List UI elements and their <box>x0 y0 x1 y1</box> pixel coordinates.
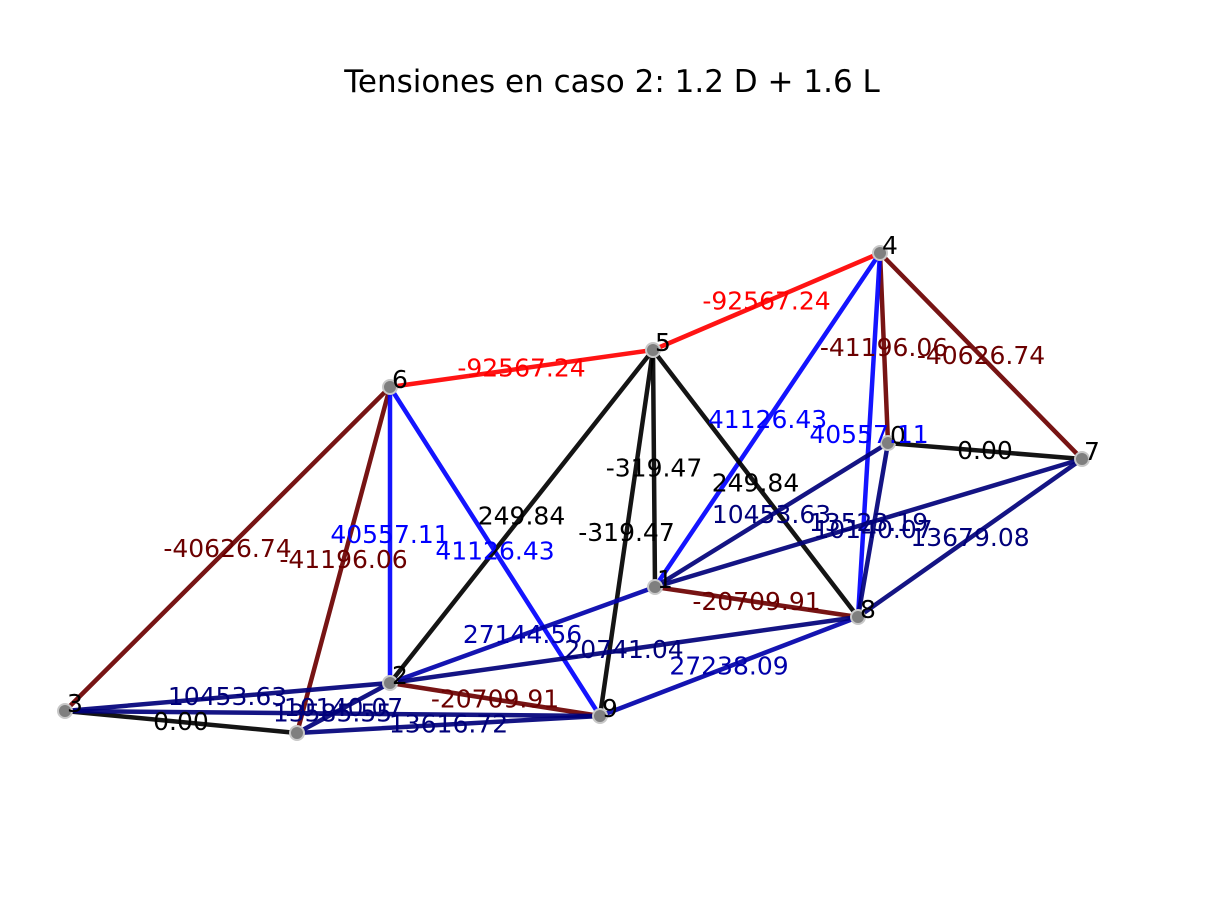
member-3-6 <box>62 384 393 714</box>
member-1-8 <box>652 584 861 620</box>
member-3-10 <box>62 708 300 736</box>
member-2-8 <box>387 614 861 686</box>
node-label-1: 1 <box>657 565 673 594</box>
member-5-4 <box>650 250 883 353</box>
member-5-1 <box>650 347 658 590</box>
member-label-3-6: -40626.74 <box>163 534 291 563</box>
member-4-7 <box>877 250 1085 462</box>
node-1 <box>647 579 663 595</box>
member-label-4-8: 40557.11 <box>809 420 928 449</box>
node-label-5: 5 <box>655 328 671 357</box>
node-label-7: 7 <box>1084 437 1100 466</box>
member-label-1-8: -20709.91 <box>692 587 820 616</box>
node-label-0: 0 <box>890 421 906 450</box>
member-10-9 <box>294 713 603 736</box>
member-label-9-8: 27238.09 <box>669 652 788 681</box>
member-5-9 <box>597 347 656 719</box>
member-labels-layer: -92567.24-92567.24-40626.74-40626.74-411… <box>153 287 1045 739</box>
node-label-8: 8 <box>860 595 876 624</box>
member-6-5 <box>387 347 656 390</box>
node-3 <box>57 703 73 719</box>
node-label-3: 3 <box>67 689 83 718</box>
member-0-7 <box>885 440 1085 462</box>
member-label-8-0: 10140.07 <box>813 515 932 544</box>
node-4 <box>872 245 888 261</box>
member-8-0 <box>855 440 891 620</box>
member-label-5-8: 249.84 <box>712 469 799 498</box>
member-label-1-7: 13523.19 <box>809 508 928 537</box>
member-2-1 <box>387 584 658 686</box>
member-label-2-1: 27144.56 <box>463 620 582 649</box>
member-label-6-5: -92567.24 <box>457 354 585 383</box>
member-label-10-6: -41196.06 <box>279 545 407 574</box>
nodes-layer: 1 2 3 4 5 6 7 8 9 0 <box>57 231 1100 741</box>
member-2-9 <box>387 680 603 719</box>
member-5-8 <box>650 347 861 620</box>
node-label-9: 9 <box>602 694 618 723</box>
member-label-8-7: 13679.08 <box>910 523 1029 552</box>
member-label-1-0: 10453.63 <box>712 500 831 529</box>
member-10-6 <box>294 384 393 736</box>
member-label-5-1: -319.47 <box>606 454 703 483</box>
members-layer <box>62 250 1085 736</box>
member-label-3-9: 13585.55 <box>273 699 392 728</box>
node-label-4: 4 <box>882 231 898 260</box>
member-label-10-9: 13616.72 <box>389 710 508 739</box>
member-label-10-2: 10140.07 <box>284 693 403 722</box>
node-9 <box>592 708 608 724</box>
member-label-4-7: -40626.74 <box>917 341 1045 370</box>
member-label-4-1: 41126.43 <box>708 405 827 434</box>
member-label-6-2: 40557.11 <box>330 520 449 549</box>
member-8-7 <box>855 456 1085 620</box>
node-label-6: 6 <box>392 365 408 394</box>
node-0 <box>880 435 896 451</box>
node-6 <box>382 379 398 395</box>
member-4-8 <box>855 250 883 620</box>
member-label-5-2: 249.84 <box>478 502 565 531</box>
member-3-2 <box>62 680 393 714</box>
member-label-3-10: 0.00 <box>153 707 209 736</box>
member-label-6-9: 41126.43 <box>435 537 554 566</box>
member-1-0 <box>652 440 891 590</box>
node-2 <box>382 675 398 691</box>
member-1-7 <box>652 456 1085 590</box>
member-label-4-0: -41196.06 <box>820 333 948 362</box>
member-label-3-2: 10453.63 <box>168 682 287 711</box>
node-label-2: 2 <box>392 661 408 690</box>
member-4-1 <box>652 250 883 590</box>
member-10-2 <box>294 680 393 736</box>
diagram-title: Tensiones en caso 2: 1.2 D + 1.6 L <box>343 64 880 100</box>
member-label-5-4: -92567.24 <box>702 287 830 316</box>
member-label-0-7: 0.00 <box>957 436 1013 465</box>
member-4-0 <box>877 250 891 446</box>
member-label-2-9: -20709.91 <box>431 685 559 714</box>
member-label-5-9: -319.47 <box>578 518 675 547</box>
node-8 <box>850 609 866 625</box>
member-5-2 <box>387 347 656 686</box>
node-7 <box>1074 451 1090 467</box>
node-10 <box>289 725 305 741</box>
member-9-8 <box>597 614 861 719</box>
node-5 <box>645 342 661 358</box>
member-label-2-8: 20741.04 <box>564 635 683 664</box>
